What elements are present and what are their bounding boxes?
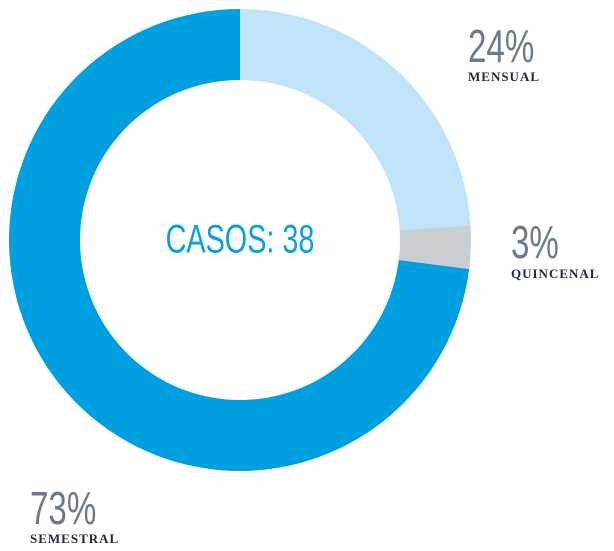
donut-slice (398, 225, 472, 269)
value-label: 24% (468, 22, 534, 72)
value-label: 3% (511, 218, 559, 268)
center-label: CASOS: 38 (166, 217, 315, 262)
value-label-group: 24% (468, 22, 534, 72)
category-label: MENSUAL (468, 69, 540, 84)
donut-slice (9, 9, 470, 471)
category-label: SEMESTRAL (30, 531, 119, 546)
value-label-group: 3% (511, 218, 559, 268)
value-label-group: 73% (30, 484, 96, 534)
center-group: CASOS: 38 (166, 217, 315, 262)
donut-slice (240, 9, 471, 230)
value-label: 73% (30, 484, 96, 534)
category-label: QUINCENAL (511, 266, 599, 281)
